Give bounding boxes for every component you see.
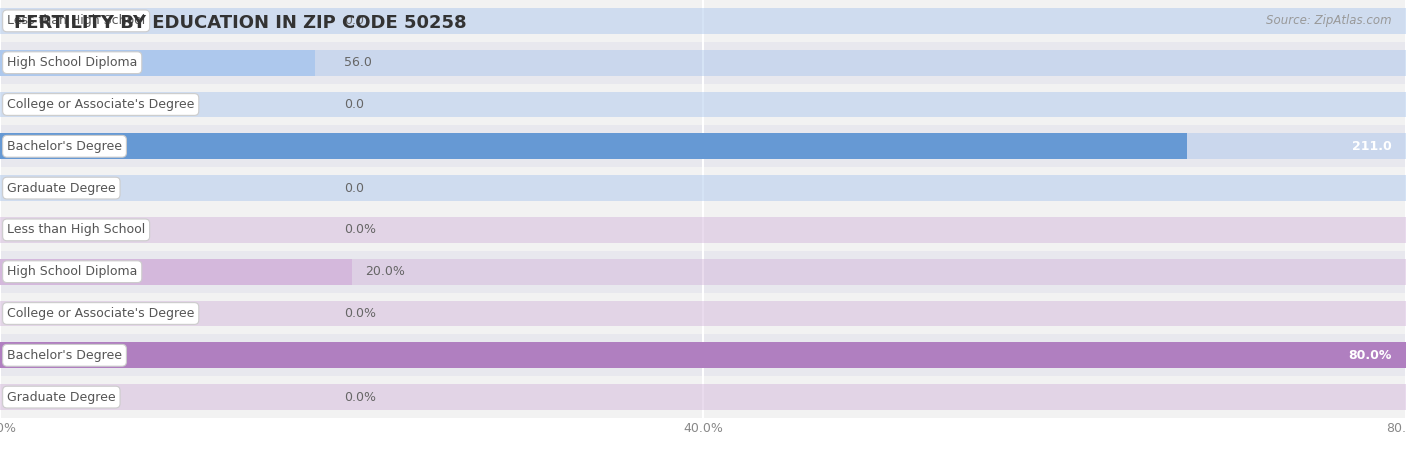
Text: 0.0: 0.0 [344,181,364,195]
Bar [0,50,1406,76]
Bar [0,167,1406,209]
Text: High School Diploma: High School Diploma [7,265,138,278]
Bar [0,217,1406,243]
Bar [0,50,315,76]
Bar [0,133,1187,159]
Bar [0,209,1406,251]
Bar [0,376,1406,418]
Bar [0,175,1406,201]
Text: Bachelor's Degree: Bachelor's Degree [7,349,122,362]
Text: Source: ZipAtlas.com: Source: ZipAtlas.com [1267,14,1392,27]
Text: 0.0: 0.0 [344,14,364,28]
Bar [0,133,1406,159]
Text: 0.0: 0.0 [344,98,364,111]
Bar [0,293,1406,334]
Text: High School Diploma: High School Diploma [7,56,138,69]
Bar [0,384,1406,410]
Text: Graduate Degree: Graduate Degree [7,181,115,195]
Text: 80.0%: 80.0% [1348,349,1392,362]
Text: Graduate Degree: Graduate Degree [7,390,115,404]
Text: Bachelor's Degree: Bachelor's Degree [7,140,122,153]
Bar [0,92,1406,117]
Text: 211.0: 211.0 [1353,140,1392,153]
Text: 0.0%: 0.0% [344,390,377,404]
Bar [0,42,1406,84]
Bar [0,342,1406,368]
Text: 56.0: 56.0 [344,56,373,69]
Bar [0,251,1406,293]
Bar [0,334,1406,376]
Text: FERTILITY BY EDUCATION IN ZIP CODE 50258: FERTILITY BY EDUCATION IN ZIP CODE 50258 [14,14,467,32]
Text: Less than High School: Less than High School [7,223,145,237]
Bar [0,84,1406,125]
Bar [0,342,1406,368]
Bar [0,125,1406,167]
Text: College or Associate's Degree: College or Associate's Degree [7,98,194,111]
Text: 0.0%: 0.0% [344,223,377,237]
Text: 20.0%: 20.0% [366,265,405,278]
Bar [0,0,1406,42]
Bar [0,259,1406,285]
Text: Less than High School: Less than High School [7,14,145,28]
Bar [0,301,1406,326]
Text: College or Associate's Degree: College or Associate's Degree [7,307,194,320]
Bar [0,8,1406,34]
Bar [0,259,352,285]
Text: 0.0%: 0.0% [344,307,377,320]
